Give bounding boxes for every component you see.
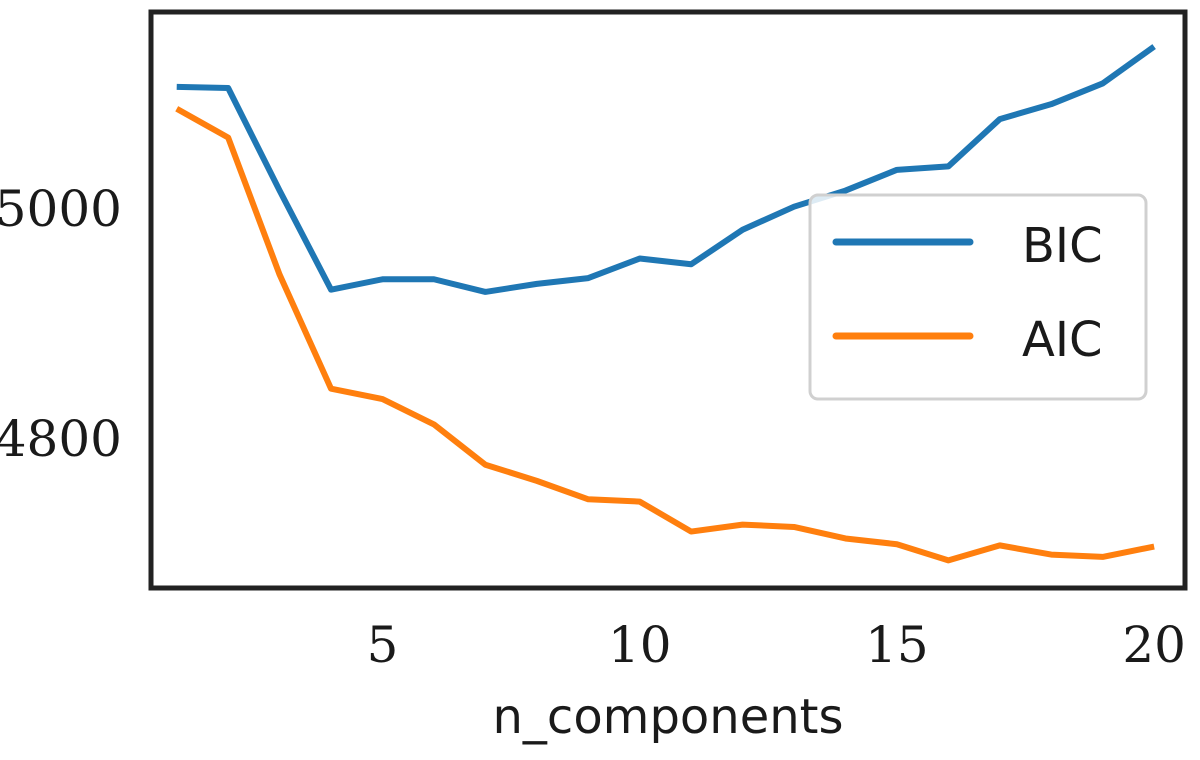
series-line-bic (176, 44, 1156, 295)
x-tick-label: 10 (608, 616, 672, 674)
x-tick-label: 20 (1122, 616, 1186, 674)
x-tick-label: 5 (367, 616, 399, 674)
legend-box (808, 193, 1148, 401)
x-axis-label: n_components (493, 689, 844, 745)
series-line-aic (175, 106, 1155, 564)
legend-label-bic: BIC (1022, 218, 1103, 274)
y-tick-label: 4800 (0, 410, 122, 468)
plot-lines (175, 44, 1156, 564)
legend-label-aic: AIC (1022, 312, 1103, 368)
x-ticks: 5 10 15 20 (367, 616, 1186, 674)
y-ticks: 4800 5000 (0, 180, 122, 468)
legend: BIC AIC (808, 193, 1148, 401)
y-tick-label: 5000 (0, 180, 122, 238)
x-tick-label: 15 (865, 616, 929, 674)
axes-frame (148, 9, 1188, 591)
